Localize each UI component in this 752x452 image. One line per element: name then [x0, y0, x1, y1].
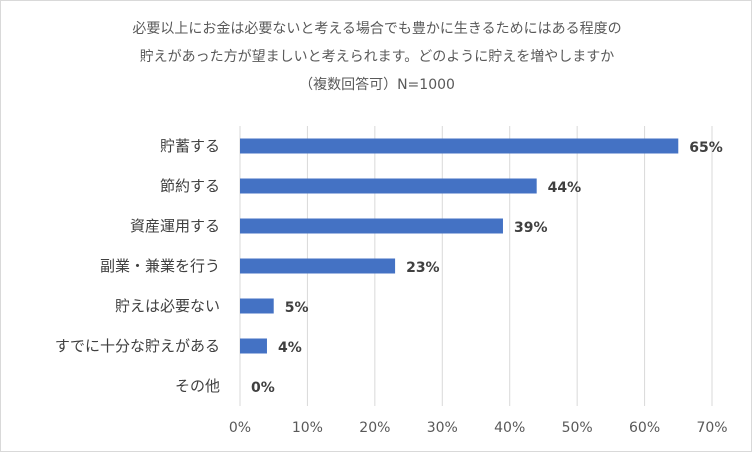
category-label: 副業・兼業を行う: [100, 257, 220, 275]
bar: [240, 338, 267, 354]
category-label: すでに十分な貯えがある: [55, 337, 220, 355]
x-tick-label: 10%: [292, 420, 323, 436]
x-tick-label: 20%: [359, 420, 390, 436]
data-label: 5%: [285, 300, 309, 316]
chart-title-line-3: （複数回答可）N=1000: [299, 77, 455, 93]
data-label: 65%: [689, 140, 723, 156]
data-label: 44%: [548, 180, 582, 196]
chart-title-line-1: 必要以上にお金は必要ないと考える場合でも豊かに生きるためにはある程度の: [132, 21, 622, 37]
bar: [240, 178, 537, 194]
bar: [240, 258, 396, 274]
chart-title-line-2: 貯えがあった方が望ましいと考えられます。どのように貯えを増やしますか: [139, 49, 615, 65]
data-label: 39%: [514, 220, 548, 236]
bar: [240, 218, 503, 234]
category-label: 貯えは必要ない: [115, 297, 220, 315]
category-label: 節約する: [160, 177, 220, 195]
category-label: 貯蓄する: [160, 137, 220, 155]
bar: [240, 138, 679, 154]
x-tick-label: 70%: [696, 420, 727, 436]
data-label: 4%: [278, 340, 302, 356]
x-tick-label: 0%: [229, 420, 251, 436]
x-tick-label: 60%: [629, 420, 660, 436]
category-label: その他: [175, 377, 220, 395]
bar: [240, 298, 274, 314]
data-label: 23%: [406, 260, 440, 276]
category-label: 資産運用する: [130, 217, 220, 235]
x-tick-label: 50%: [562, 420, 593, 436]
data-label: 0%: [251, 380, 275, 396]
x-tick-label: 30%: [427, 420, 458, 436]
x-tick-label: 40%: [494, 420, 525, 436]
